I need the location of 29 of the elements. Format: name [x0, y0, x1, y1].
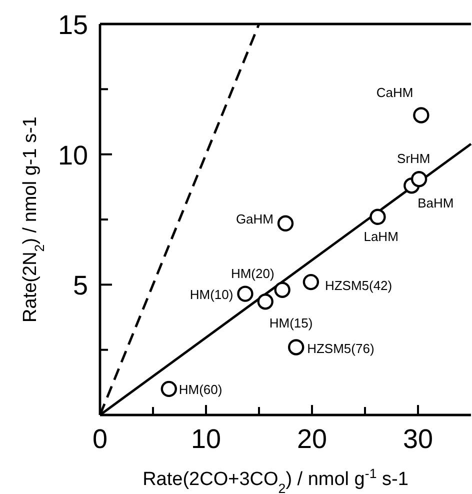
y-tick-label: 5 — [72, 270, 88, 301]
annotation: HM(20) — [230, 266, 274, 281]
point — [237, 286, 254, 302]
point — [410, 170, 428, 188]
annotation: GaHM — [236, 211, 274, 226]
annotation: HZSM5(76) — [307, 341, 374, 356]
point — [413, 107, 430, 124]
x-tick-label: 0 — [92, 424, 108, 454]
x-tick-label: 20 — [296, 424, 328, 454]
annotation: HM(10) — [190, 286, 234, 302]
point — [302, 274, 320, 290]
point — [274, 282, 290, 298]
x-axis-title: Rate(2CO+3CO$_{2}$) / nmol g$^{-1}$ s-1 — [142, 466, 408, 494]
x-tick-label: 10 — [190, 424, 222, 454]
point — [370, 208, 386, 225]
annotation: CaHM — [376, 85, 414, 100]
annotation: LaHM — [364, 228, 398, 244]
annotation: SrHM — [397, 151, 430, 166]
y-tick-label: 15 — [58, 10, 88, 40]
y-tick-label: 10 — [58, 140, 88, 170]
point — [277, 215, 294, 232]
point — [288, 339, 304, 356]
annotation: HM(60) — [178, 382, 222, 397]
annotation: HZSM5(42) — [324, 278, 392, 294]
point — [160, 380, 177, 398]
x-tick-label: 30 — [402, 424, 434, 454]
point — [257, 294, 274, 310]
annotation: HM(15) — [269, 316, 313, 331]
annotation: BaHM — [418, 196, 454, 211]
